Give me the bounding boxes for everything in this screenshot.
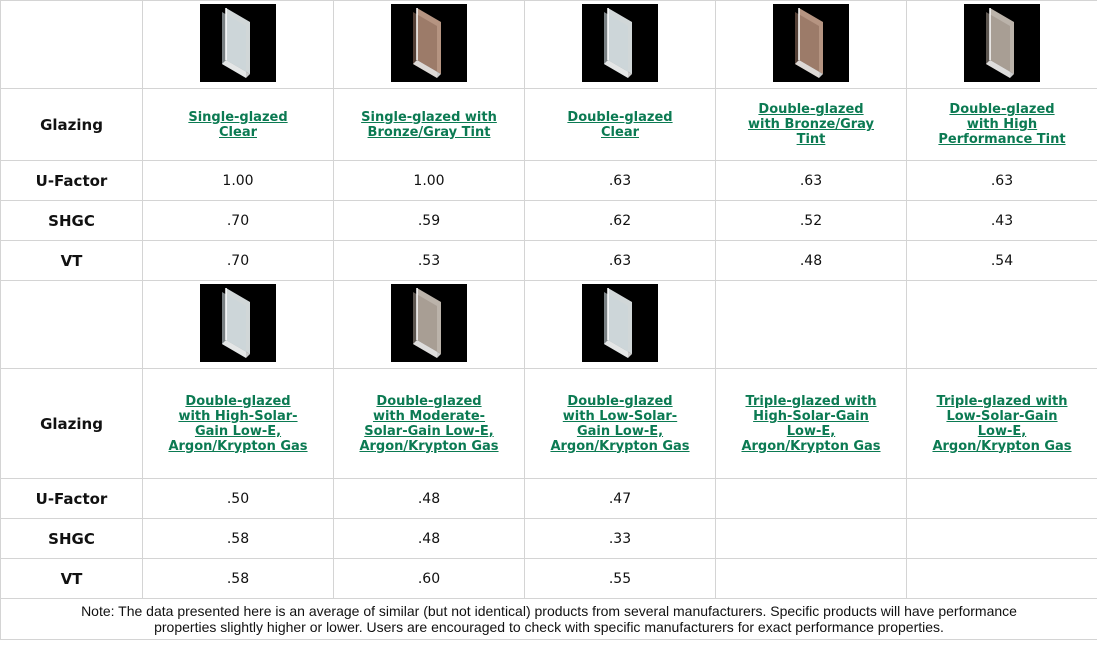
value-row: U-Factor .50.48.47 [0,478,1097,519]
empty-cell [715,478,907,519]
value-cell: .58 [142,518,334,559]
value-row: SHGC .58.48.33 [0,518,1097,559]
glazing-link[interactable]: Double-glazed with High-Solar-Gain Low-E… [168,393,308,454]
table-body: Glazing Single-glazed Clear Single-glazed … [0,0,1097,640]
empty-cell [906,558,1097,599]
row-label: Glazing [0,368,143,479]
image-row [0,0,1097,89]
value-cell: .63 [715,160,907,201]
image-cell [524,280,716,369]
header-cell: Single-glazed with Bronze/Gray Tint [333,88,525,161]
value-row: VT .58.60.55 [0,558,1097,599]
note-row: Note: The data presented here is an aver… [0,598,1097,640]
image-cell [715,280,907,369]
header-cell: Triple-glazed with Low-Solar-Gain Low-E,… [906,368,1097,479]
row-label: U-Factor [0,478,143,519]
image-cell [524,0,716,89]
value-cell: .63 [524,160,716,201]
value-cell: .58 [142,558,334,599]
image-cell [715,0,907,89]
header-cell: Double-glazed with High Performance Tint [906,88,1097,161]
value-cell: .63 [524,240,716,281]
image-cell [906,0,1097,89]
value-cell: .48 [715,240,907,281]
header-row: Glazing Double-glazed with High-Solar-Gai… [0,368,1097,479]
glazing-link[interactable]: Double-glazed with High Performance Tint [938,102,1066,147]
value-row: SHGC .70.59.62.52.43 [0,200,1097,241]
header-row: Glazing Single-glazed Clear Single-glazed … [0,88,1097,161]
value-cell: 1.00 [142,160,334,201]
header-cell: Double-glazed Clear [524,88,716,161]
empty-cell [715,558,907,599]
image-cell [142,0,334,89]
value-cell: .33 [524,518,716,559]
value-cell: .53 [333,240,525,281]
glazing-link[interactable]: Triple-glazed with Low-Solar-Gain Low-E,… [932,393,1072,454]
value-cell: .63 [906,160,1097,201]
window-icon [200,3,276,82]
value-cell: .70 [142,200,334,241]
window-icon [582,3,658,82]
glazing-table: Glazing Single-glazed Clear Single-glazed … [0,0,1097,640]
value-cell: .70 [142,240,334,281]
row-label: SHGC [0,200,143,241]
header-cell: Double-glazed with Moderate-Solar-Gain L… [333,368,525,479]
empty-cell [0,280,143,369]
value-cell: .54 [906,240,1097,281]
value-cell: .50 [142,478,334,519]
image-cell [333,280,525,369]
glazing-link[interactable]: Double-glazed Clear [567,109,673,140]
value-cell: .52 [715,200,907,241]
row-label: SHGC [0,518,143,559]
empty-cell [0,0,143,89]
row-label: VT [0,240,143,281]
value-cell: .62 [524,200,716,241]
row-label: VT [0,558,143,599]
glazing-link[interactable]: Triple-glazed with High-Solar-Gain Low-E… [741,393,881,454]
value-row: VT .70.53.63.48.54 [0,240,1097,281]
image-cell [333,0,525,89]
glazing-link[interactable]: Double-glazed with Low-Solar-Gain Low-E,… [550,393,690,454]
image-row [0,280,1097,369]
value-cell: .48 [333,478,525,519]
row-label: Glazing [0,88,143,161]
value-cell: 1.00 [333,160,525,201]
glazing-link[interactable]: Double-glazed with Moderate-Solar-Gain L… [359,393,499,454]
window-icon [391,283,467,362]
glazing-link[interactable]: Double-glazed with Bronze/Gray Tint [747,102,875,147]
glazing-link[interactable]: Single-glazed with Bronze/Gray Tint [361,109,497,140]
value-cell: .48 [333,518,525,559]
image-cell [142,280,334,369]
window-icon [773,3,849,82]
empty-cell [906,478,1097,519]
value-cell: .47 [524,478,716,519]
row-label: U-Factor [0,160,143,201]
glazing-link[interactable]: Single-glazed Clear [188,109,288,140]
value-cell: .43 [906,200,1097,241]
header-cell: Double-glazed with Low-Solar-Gain Low-E,… [524,368,716,479]
value-cell: .55 [524,558,716,599]
window-icon [200,283,276,362]
window-icon [582,283,658,362]
empty-cell [906,518,1097,559]
image-cell [906,280,1097,369]
note: Note: The data presented here is an aver… [0,598,1097,640]
window-icon [964,3,1040,82]
header-cell: Single-glazed Clear [142,88,334,161]
header-cell: Double-glazed with Bronze/Gray Tint [715,88,907,161]
header-cell: Double-glazed with High-Solar-Gain Low-E… [142,368,334,479]
value-cell: .60 [333,558,525,599]
window-icon [391,3,467,82]
value-cell: .59 [333,200,525,241]
value-row: U-Factor 1.00 1.00.63.63.63 [0,160,1097,201]
header-cell: Triple-glazed with High-Solar-Gain Low-E… [715,368,907,479]
empty-cell [715,518,907,559]
